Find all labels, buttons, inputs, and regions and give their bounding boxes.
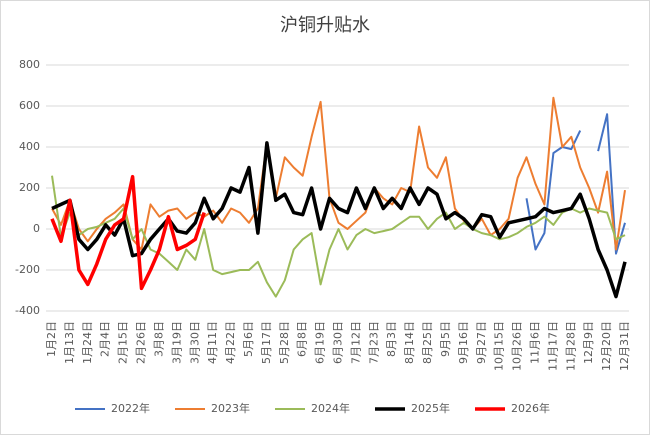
x-tick-label: 12月20日 xyxy=(600,321,613,371)
y-tick-label: 0 xyxy=(33,222,40,235)
legend-label: 2026年 xyxy=(511,401,550,415)
x-tick-label: 3月30日 xyxy=(188,321,201,364)
y-tick-label: 800 xyxy=(19,58,40,71)
y-tick-label: 600 xyxy=(19,99,40,112)
x-tick-label: 12月9日 xyxy=(582,321,595,364)
x-tick-label: 10月15日 xyxy=(493,321,506,371)
x-tick-label: 5月6日 xyxy=(242,321,255,357)
x-tick-label: 3月19日 xyxy=(170,321,183,364)
x-tick-label: 3月8日 xyxy=(152,321,165,357)
y-tick-label: 400 xyxy=(19,140,40,153)
y-tick-label: 200 xyxy=(19,181,40,194)
x-tick-label: 4月22日 xyxy=(224,321,237,364)
x-tick-label: 10月26日 xyxy=(511,321,524,371)
x-tick-label: 9月27日 xyxy=(475,321,488,364)
x-tick-label: 2月15日 xyxy=(117,321,130,364)
x-tick-label: 2月26日 xyxy=(135,321,148,364)
x-tick-label: 8月25日 xyxy=(421,321,434,364)
x-tick-label: 1月24日 xyxy=(81,321,94,364)
series-line xyxy=(51,141,627,299)
chart-title: 沪铜升贴水 xyxy=(280,15,370,36)
x-tick-label: 11月28日 xyxy=(564,321,577,371)
x-tick-label: 8月14日 xyxy=(403,321,416,364)
x-tick-label: 8月3日 xyxy=(385,321,398,357)
x-tick-label: 6月30日 xyxy=(332,321,345,364)
x-tick-label: 12月31日 xyxy=(618,321,631,371)
y-tick-label: -400 xyxy=(15,304,40,317)
x-tick-label: 1月2日 xyxy=(45,321,58,357)
x-tick-label: 9月16日 xyxy=(457,321,470,364)
series-line xyxy=(50,174,206,291)
x-tick-label: 7月12日 xyxy=(349,321,362,364)
x-tick-label: 1月13日 xyxy=(63,321,76,364)
x-tick-label: 4月11日 xyxy=(206,321,219,364)
x-tick-label: 11月17日 xyxy=(546,321,559,371)
legend-label: 2025年 xyxy=(411,401,450,415)
x-tick-label: 9月5日 xyxy=(439,321,452,357)
x-tick-label: 6月8日 xyxy=(296,321,309,357)
x-tick-label: 5月28日 xyxy=(278,321,291,364)
x-tick-label: 2月4日 xyxy=(99,321,112,357)
legend-label: 2023年 xyxy=(211,401,250,415)
x-tick-label: 6月19日 xyxy=(314,321,327,364)
x-tick-label: 5月17日 xyxy=(260,321,273,364)
x-tick-label: 11月6日 xyxy=(528,321,541,364)
legend-label: 2022年 xyxy=(111,401,150,415)
series-line xyxy=(51,96,626,251)
y-tick-label: -200 xyxy=(15,263,40,276)
legend-label: 2024年 xyxy=(311,401,350,415)
x-tick-label: 7月23日 xyxy=(367,321,380,364)
